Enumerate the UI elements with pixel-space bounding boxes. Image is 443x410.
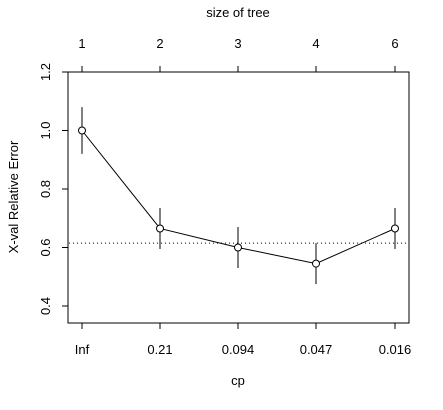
- top-axis: 1 2 3 4 6: [78, 36, 399, 73]
- bottom-tick-label: 0.047: [300, 342, 333, 357]
- bottom-axis: Inf 0.21 0.094 0.047 0.016: [75, 322, 412, 357]
- bottom-tick-label: 0.016: [379, 342, 412, 357]
- top-axis-title: size of tree: [206, 5, 270, 20]
- y-tick-label: 0.6: [38, 238, 53, 256]
- data-point: [391, 224, 399, 233]
- data-point: [234, 243, 242, 252]
- y-tick-label: 1.0: [38, 121, 53, 139]
- y-tick-label: 0.8: [38, 180, 53, 198]
- bottom-tick-label: 0.21: [147, 342, 172, 357]
- points-layer: [78, 126, 399, 268]
- top-tick-label: 1: [78, 36, 85, 51]
- top-tick-label: 2: [156, 36, 163, 51]
- bottom-tick-label: 0.094: [222, 342, 255, 357]
- top-tick-label: 6: [391, 36, 398, 51]
- data-point: [312, 259, 320, 268]
- x-axis-title: cp: [231, 373, 245, 388]
- top-tick-label: 3: [234, 36, 241, 51]
- error-bars-layer: [81, 107, 396, 285]
- top-tick-label: 4: [312, 36, 319, 51]
- y-tick-label: 0.4: [38, 297, 53, 315]
- bottom-tick-label: Inf: [75, 342, 90, 357]
- y-axis-title: X-val Relative Error: [6, 140, 21, 253]
- data-point: [78, 126, 86, 135]
- y-tick-label: 1.2: [38, 63, 53, 81]
- left-axis: 0.4 0.6 0.8 1.0 1.2: [38, 63, 69, 315]
- plot-frame: [67, 71, 410, 324]
- data-point: [156, 224, 164, 233]
